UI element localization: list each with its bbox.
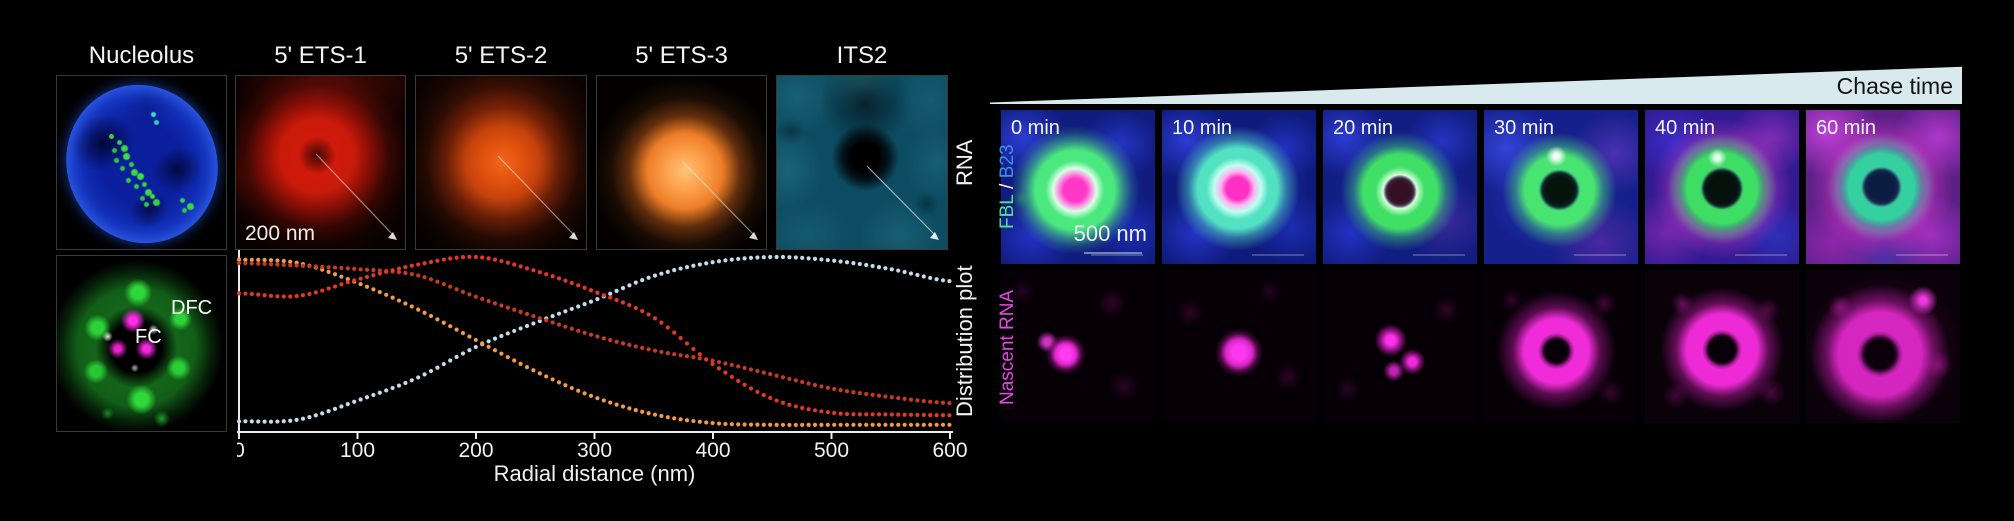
time-label: 60 min <box>1816 117 1877 139</box>
svg-text:Radial distance (nm): Radial distance (nm) <box>494 461 696 486</box>
svg-text:300: 300 <box>577 439 612 462</box>
its2-signal <box>777 76 947 249</box>
fbl-b23-panel-10min: 10 min <box>1162 110 1316 264</box>
column-label-nucleolus: Nucleolus <box>88 42 195 69</box>
nascent-rna-panel-30min <box>1484 270 1638 423</box>
nucleolus-speckles <box>109 134 114 139</box>
scale-bar-200nm: 200 nm <box>245 222 316 249</box>
5ets1-image: 200 nm <box>235 75 406 250</box>
column-label-5ets1: 5' ETS-1 <box>274 42 367 69</box>
fbl-b23-panel-20min: 20 min <box>1323 110 1477 264</box>
nascent-rna-panel-10min <box>1162 270 1316 423</box>
fbl-label: FBL <box>997 194 1018 230</box>
panel-arrow-icon <box>681 160 758 240</box>
b23-label: B23 <box>997 144 1018 179</box>
scale-bar-500nm: 500 nm <box>1074 221 1147 254</box>
scale-bar-500nm-label: 500 nm <box>1073 221 1147 246</box>
5ets2-signal <box>416 76 586 249</box>
fbl-b23-row-label: FBL / B23 <box>995 112 1021 262</box>
time-label: 10 min <box>1172 117 1233 139</box>
5ets1-signal <box>236 76 405 249</box>
5ets2-image <box>415 75 587 250</box>
svg-text:100: 100 <box>340 439 375 462</box>
nascent-rna-row-label: Nascent RNA <box>997 289 1018 406</box>
chase-time-wedge: Chase time <box>990 66 1962 104</box>
scale-bar-200nm-label: 200 nm <box>245 222 316 245</box>
dfc-label: DFC <box>171 297 213 319</box>
column-label-5ets3: 5' ETS-3 <box>635 42 728 69</box>
svg-text:500: 500 <box>814 439 849 462</box>
nascent-rna-panel-20min <box>1323 270 1477 423</box>
column-label-5ets2: 5' ETS-2 <box>454 42 548 69</box>
rna-row-label: RNA <box>952 139 977 186</box>
fbl-b23-panel-0min: 0 min 500 nm <box>1001 110 1155 264</box>
nascent-rna-panel-60min <box>1806 270 1960 423</box>
time-label: 0 min <box>1011 117 1060 139</box>
panel-arrow-icon <box>866 165 939 240</box>
fbl-b23-panel-60min: 60 min <box>1806 110 1960 264</box>
time-label: 20 min <box>1333 117 1394 139</box>
panel-arrow-icon <box>497 155 578 240</box>
separator: / <box>997 178 1018 195</box>
distribution-plot-svg: 0 100 200 300 400 500 600 Radial distance (nm) <box>237 250 967 486</box>
time-label: 40 min <box>1655 117 1716 139</box>
chase-time-label: Chase time <box>1836 73 1953 99</box>
nucleus-shape <box>57 76 226 249</box>
fc-dfc-image: DFC FC <box>56 255 227 432</box>
5ets3-signal <box>597 76 766 249</box>
5ets3-image <box>596 75 767 250</box>
fc-label: FC <box>135 326 162 348</box>
nascent-rna-panel-0min <box>1001 270 1155 423</box>
column-label-its2: ITS2 <box>836 42 888 69</box>
fbl-b23-panel-40min: 40 min <box>1645 110 1799 264</box>
nascent-rna-panel-40min <box>1645 270 1799 423</box>
nucleolus-image <box>56 75 227 250</box>
svg-text:200: 200 <box>458 439 493 462</box>
panel-arrow-icon <box>315 153 397 240</box>
its2-image <box>776 75 948 250</box>
distribution-plot-row-label: Distribution plot <box>952 265 977 417</box>
svg-text:400: 400 <box>695 439 730 462</box>
fc-dfc-signal <box>57 256 226 431</box>
time-label: 30 min <box>1494 117 1555 139</box>
fbl-b23-panel-30min: 30 min <box>1484 110 1638 264</box>
svg-text:600: 600 <box>932 439 967 462</box>
svg-text:0: 0 <box>237 439 245 462</box>
